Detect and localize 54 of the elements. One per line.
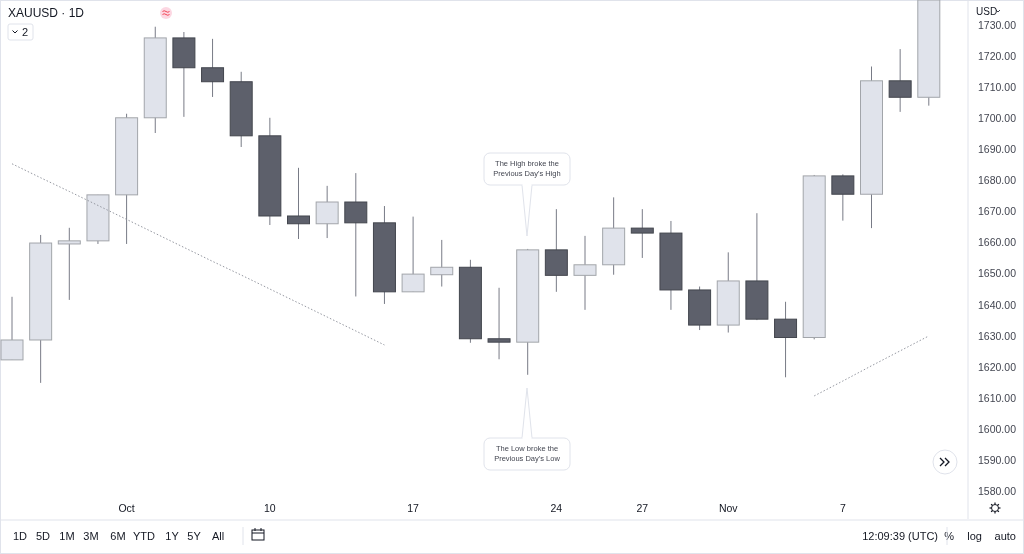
y-tick-label: 1650.00 (978, 267, 1017, 280)
candlestick (487, 287, 511, 360)
candlestick (401, 216, 425, 293)
candlestick (774, 301, 798, 378)
text: All (211, 530, 225, 542)
y-tick-label: 1680.00 (978, 174, 1017, 187)
candlestick (430, 239, 454, 288)
y-tick-label: 1580.00 (978, 485, 1017, 498)
y-tick-label: 1720.00 (978, 49, 1017, 62)
candlestick (344, 172, 368, 297)
y-tick-label: 1690.00 (978, 143, 1017, 156)
annotation: 2 (22, 26, 29, 38)
text: 1Y (165, 530, 180, 542)
x-tick-label: 27 (636, 502, 649, 514)
y-tick-label: 1730.00 (978, 18, 1017, 31)
text: XAUUSD · 1D (8, 6, 85, 20)
y-tick-label: 1610.00 (978, 391, 1017, 404)
text: % (944, 530, 955, 542)
text: YTD (133, 530, 156, 542)
y-tick-label: 1640.00 (978, 298, 1017, 311)
y-tick-label: 1660.00 (978, 236, 1017, 249)
y-tick-label: 1710.00 (978, 81, 1017, 94)
text: 1M (59, 530, 75, 542)
candlestick (630, 208, 654, 259)
text: log (967, 530, 982, 542)
x-tick-label: 7 (839, 502, 846, 514)
x-tick-label: 10 (264, 502, 276, 514)
y-tick-label: 1590.00 (978, 453, 1017, 466)
line-series (11, 163, 385, 346)
x-tick-label: Oct (118, 502, 135, 514)
y-tick-label: 1620.00 (978, 360, 1017, 373)
text: 3M (83, 530, 99, 542)
candlestick (573, 235, 597, 311)
line-series (813, 335, 930, 397)
text: 5D (35, 530, 51, 542)
candlestick (315, 185, 339, 239)
y-tick-label: 1670.00 (978, 205, 1017, 218)
candlestick (287, 167, 310, 240)
text: auto (994, 530, 1016, 542)
text: 12:09:39 (UTC) (862, 530, 938, 542)
candlestick (201, 38, 225, 98)
text: 6M (110, 530, 126, 542)
y-axis-title: USD (976, 6, 998, 17)
candlestick (831, 173, 855, 222)
y-tick-label: 1630.00 (978, 329, 1017, 342)
candlestick (888, 48, 912, 113)
x-tick-label: 24 (550, 502, 563, 514)
x-tick-label: Nov (718, 502, 739, 514)
y-tick-label: 1600.00 (978, 422, 1017, 435)
text: 5Y (187, 530, 202, 542)
candlestick (57, 227, 81, 301)
x-tick-label: 17 (407, 502, 420, 514)
y-tick-label: 1700.00 (978, 112, 1017, 125)
text: 1D (12, 530, 28, 542)
